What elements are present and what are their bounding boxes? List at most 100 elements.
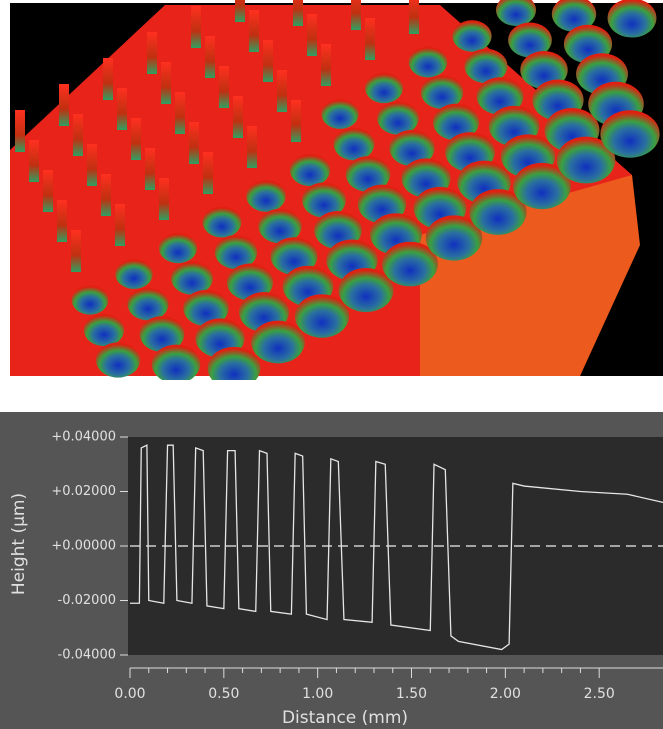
hole [183, 289, 229, 327]
hole [321, 99, 359, 129]
pillar [235, 0, 245, 22]
hole [389, 129, 435, 167]
pillar [203, 152, 213, 194]
hole [314, 210, 362, 250]
pillar [293, 0, 303, 26]
pillar [29, 140, 39, 182]
x-tick-label: 2.50 [584, 686, 615, 702]
hole [607, 0, 657, 38]
hole [246, 180, 286, 212]
pillar [161, 62, 171, 104]
pillar [115, 204, 125, 246]
pillar [247, 126, 257, 168]
pillar [249, 10, 259, 52]
hole [158, 232, 198, 264]
profile-line [130, 444, 663, 651]
hole [151, 344, 201, 380]
pillar [73, 114, 83, 156]
features [15, 0, 660, 380]
pillar [277, 70, 287, 112]
hole [214, 235, 258, 269]
hole [520, 51, 568, 89]
hole [469, 189, 527, 235]
pillar [175, 92, 185, 134]
hole [226, 263, 274, 301]
hole [251, 320, 305, 364]
pillar [71, 230, 81, 272]
hole [302, 182, 346, 218]
pillar [59, 84, 69, 126]
x-tick-label: 2.00 [490, 686, 521, 702]
x-axis-label: Distance (mm) [282, 708, 408, 728]
hole [382, 241, 438, 287]
hole [551, 0, 597, 32]
pillar [103, 58, 113, 100]
y-tick-label: -0.02000 [58, 593, 116, 608]
hole [600, 110, 660, 158]
y-axis-label: Height (µm) [9, 493, 29, 595]
y-tick-label: +0.00000 [51, 539, 116, 554]
hole [338, 267, 394, 313]
hole [365, 72, 403, 104]
pillar [189, 122, 199, 164]
hole [408, 46, 448, 78]
y-tick-label: +0.04000 [51, 430, 116, 445]
pillar [147, 32, 157, 74]
pillar [87, 144, 97, 186]
hole [333, 127, 375, 161]
hole [270, 237, 318, 275]
pillar [409, 0, 419, 34]
hole [95, 342, 141, 378]
hole [83, 313, 125, 347]
hole [202, 206, 242, 238]
x-tick-label: 0.00 [114, 686, 145, 702]
hole [139, 316, 185, 352]
y-tick-label: +0.02000 [51, 484, 116, 499]
pillar [191, 6, 201, 48]
hole [513, 162, 571, 210]
hole [71, 285, 109, 315]
x-tick-label: 1.00 [302, 686, 333, 702]
hole [452, 20, 492, 52]
pillar [159, 178, 169, 220]
hole [508, 22, 552, 58]
pillar [321, 44, 331, 86]
hole [207, 346, 261, 380]
pillar [219, 66, 229, 108]
pillar [365, 18, 375, 60]
pillar [43, 170, 53, 212]
pillar [233, 96, 243, 138]
x-tick-label: 1.50 [396, 686, 427, 702]
pillar [57, 200, 67, 242]
hole [432, 103, 480, 141]
pillar [15, 110, 25, 152]
hole [425, 215, 483, 261]
pillar [145, 148, 155, 190]
pillar [307, 14, 317, 56]
hole [476, 77, 524, 115]
hole [127, 287, 169, 321]
hole [464, 48, 508, 84]
hole [258, 208, 302, 244]
hole [289, 153, 331, 187]
hole [345, 156, 391, 192]
hole [294, 294, 350, 338]
hole [495, 0, 537, 27]
hole [420, 75, 464, 109]
chart: Distance (mm) Height (µm) +0.04000 +0.020… [0, 412, 663, 729]
x-tick-label: 0.50 [208, 686, 239, 702]
pillar [117, 88, 127, 130]
pillar [351, 0, 361, 30]
surface-render [10, 0, 663, 380]
pillar [263, 40, 273, 82]
pillar [131, 118, 141, 160]
hole [171, 261, 213, 295]
hole [115, 259, 153, 289]
hole [377, 101, 419, 135]
pillar [291, 100, 301, 142]
pillar [101, 174, 111, 216]
hole [556, 136, 616, 184]
y-tick-label: -0.04000 [58, 648, 116, 663]
pillar [205, 36, 215, 78]
